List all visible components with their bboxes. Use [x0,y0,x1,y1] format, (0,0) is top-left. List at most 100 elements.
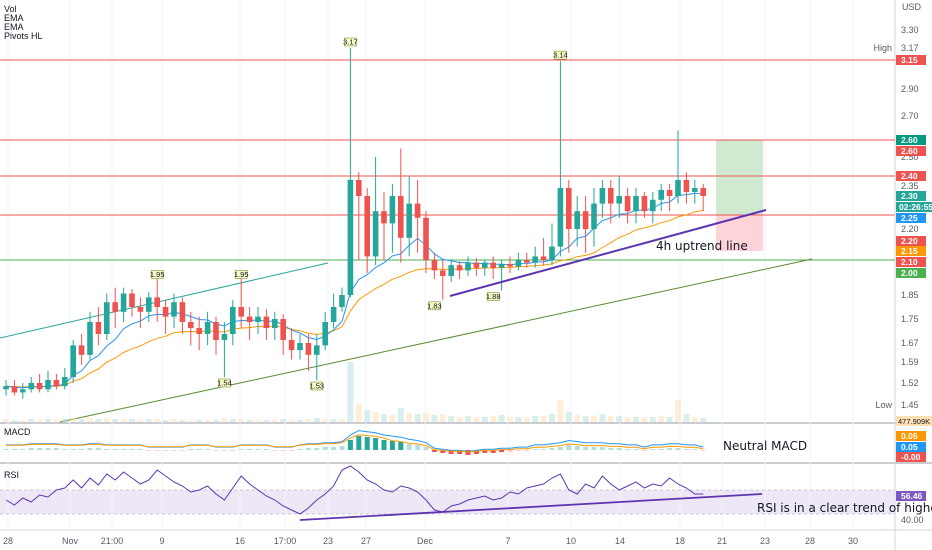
candle-body[interactable] [238,307,244,317]
candle-body[interactable] [498,263,505,268]
upper-channel-trendline[interactable] [0,262,329,339]
candle-body[interactable] [154,297,160,307]
candle-body[interactable] [414,203,421,218]
candle-body[interactable] [364,196,370,257]
candle-body[interactable] [549,246,555,260]
candle-body[interactable] [305,343,312,355]
candle-body[interactable] [675,180,681,196]
candle-body[interactable] [322,322,328,346]
candle-body[interactable] [112,302,118,312]
candle-body[interactable] [700,188,706,196]
candle-body[interactable] [641,196,648,212]
candle-body[interactable] [431,260,438,271]
candle-body[interactable] [246,316,253,322]
candle-body[interactable] [272,319,278,328]
candle-body[interactable] [347,180,354,295]
candle-body[interactable] [137,307,144,312]
candle-body[interactable] [666,190,673,196]
candle-body[interactable] [280,319,286,340]
candle-body[interactable] [473,262,480,268]
candle-body[interactable] [255,316,261,322]
candle-body[interactable] [616,196,622,204]
candle-body[interactable] [87,322,93,355]
candle-body[interactable] [95,322,102,334]
candle-body[interactable] [171,302,177,317]
candle-body[interactable] [591,203,597,229]
candle-body[interactable] [683,180,690,192]
candle-body[interactable] [448,265,454,276]
candle-body[interactable] [692,188,698,192]
candle-body[interactable] [608,188,614,204]
candle-body[interactable] [650,199,656,212]
candle-body[interactable] [582,211,589,229]
macd-histogram-bar [163,450,169,451]
candle-body[interactable] [11,386,18,393]
candle-body[interactable] [53,380,60,387]
candle-body[interactable] [515,260,522,267]
candle-body[interactable] [381,211,387,224]
candle-body[interactable] [297,343,303,351]
candle-body[interactable] [162,307,169,317]
candle-body[interactable] [204,322,211,334]
price-tag [896,191,926,201]
macd-histogram-bar [129,449,135,450]
candle-body[interactable] [196,328,202,334]
volume-bar [238,419,245,422]
candle-body[interactable] [490,262,496,268]
candle-body[interactable] [78,345,85,355]
candle-body[interactable] [566,188,572,229]
candle-body[interactable] [423,217,429,260]
candle-body[interactable] [540,256,547,260]
candle-body[interactable] [36,383,43,390]
candle-body[interactable] [557,188,564,247]
candle-body[interactable] [398,196,404,238]
candle-body[interactable] [524,260,530,263]
candle-body[interactable] [406,203,412,238]
candle-body[interactable] [314,345,320,355]
ema-slow-line [5,209,704,388]
candle-body[interactable] [658,190,664,200]
candle-body[interactable] [188,322,194,328]
candle-body[interactable] [599,188,606,204]
candle-body[interactable] [574,211,580,229]
rsi-trendline[interactable] [299,493,763,521]
long-position-profit-zone[interactable] [716,140,763,215]
candle-body[interactable] [330,307,337,322]
candle-body[interactable] [456,265,463,271]
candle-body[interactable] [28,383,34,390]
candle-body[interactable] [507,263,513,267]
price-tag-value: 3.15 [901,55,918,65]
candle-body[interactable] [389,196,396,224]
candle-body[interactable] [70,345,76,377]
candle-body[interactable] [62,377,68,387]
candle-body[interactable] [104,302,110,334]
candle-body[interactable] [213,322,219,340]
uptrend-4h-line[interactable] [449,209,767,297]
candle-body[interactable] [532,256,538,263]
candle-body[interactable] [440,270,446,276]
candle-body[interactable] [263,316,270,328]
candle-body[interactable] [179,302,186,322]
candle-body[interactable] [624,196,631,212]
candle-body[interactable] [339,295,345,307]
candle-body[interactable] [45,380,51,390]
lower-channel-trendline[interactable] [59,258,813,423]
candle-body[interactable] [482,262,488,268]
candle-body[interactable] [221,334,228,340]
candle-body[interactable] [633,196,639,212]
candle-body[interactable] [146,297,152,312]
candle-body[interactable] [230,307,236,334]
candle-body[interactable] [20,389,26,393]
candle-body[interactable] [372,211,379,257]
macd-histogram-bar [641,450,647,451]
candle-body[interactable] [120,293,127,312]
rsi-band [0,490,895,514]
candle-body[interactable] [3,386,9,390]
candle-body[interactable] [288,340,295,351]
candle-body[interactable] [356,180,362,196]
candle-body[interactable] [465,262,471,271]
candle-body[interactable] [129,293,135,307]
